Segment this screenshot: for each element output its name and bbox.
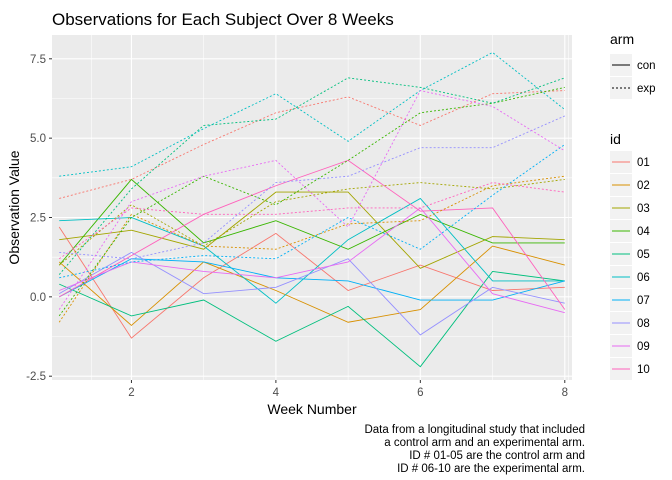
legend-label-exp: exp [637,83,656,95]
series-line-con-09 [59,207,565,314]
y-tick-label: 7.5 [30,54,46,66]
x-axis-title: Week Number [267,401,357,417]
legend-label-id-10: 10 [637,364,650,376]
legend-label-id-05: 05 [637,249,650,261]
series-line-con-02 [58,245,565,327]
caption: Data from a longitudinal study that incl… [364,424,585,475]
series-line-con-08 [58,251,565,336]
plot-panel [52,35,572,380]
series-line-exp-03 [58,178,565,266]
series-line-con-10 [58,159,566,310]
legend-id-title: id [610,131,621,147]
series-line-con-05 [59,270,565,368]
x-tick-label: 4 [273,387,280,399]
legend-label-id-04: 04 [637,226,650,238]
series-line-exp-05 [58,77,565,275]
caption-line-2: a control arm and an experimental arm. [384,437,585,449]
series-line-con-06 [59,197,565,304]
series-line-con-03 [59,191,565,269]
series-line-exp-02 [58,175,565,323]
series-line-exp-09 [58,90,566,310]
legend-arm-title: arm [610,31,634,47]
x-tick-label: 8 [562,387,568,399]
legend-label-id-08: 08 [637,318,650,330]
y-axis-title: Observation Value [6,150,22,264]
series-line-con-04 [58,178,565,266]
legend-label-id-06: 06 [637,272,650,284]
caption-line-1: Data from a longitudinal study that incl… [364,424,585,436]
series-line-exp-01 [59,90,565,199]
y-tick-label: -2.5 [26,371,46,383]
caption-line-4: ID # 06-10 are the experimental arm. [397,463,585,475]
legend-id: id 01 02 03 04 05 06 07 08 09 10 [610,131,650,380]
x-tick-label: 6 [417,387,423,399]
x-axis: 2 4 6 8 [128,380,568,399]
series-line-exp-04 [58,86,565,317]
y-tick-label: 0.0 [30,292,46,304]
y-tick-label: 5.0 [30,133,46,145]
series-line-exp-08 [59,115,565,260]
series-line-exp-06 [59,51,566,177]
series-line-exp-10 [58,182,565,260]
y-tick-label: 2.5 [30,212,46,224]
y-axis: -2.5 0.0 2.5 5.0 7.5 [26,54,52,383]
series-line-exp-07 [59,144,566,279]
series-lines [58,51,566,368]
legend-label-id-09: 09 [637,341,650,353]
legend-label-id-03: 03 [637,203,650,215]
legend-arm: arm con exp [610,31,656,99]
legend-label-id-07: 07 [637,295,650,307]
caption-line-3: ID # 01-05 are the control arm and [409,450,585,462]
x-tick-label: 2 [128,387,134,399]
legend-label-con: con [637,60,656,72]
legend-label-id-01: 01 [637,157,650,169]
legend-label-id-02: 02 [637,180,650,192]
chart-title: Observations for Each Subject Over 8 Wee… [52,10,394,29]
series-line-con-01 [58,226,565,339]
